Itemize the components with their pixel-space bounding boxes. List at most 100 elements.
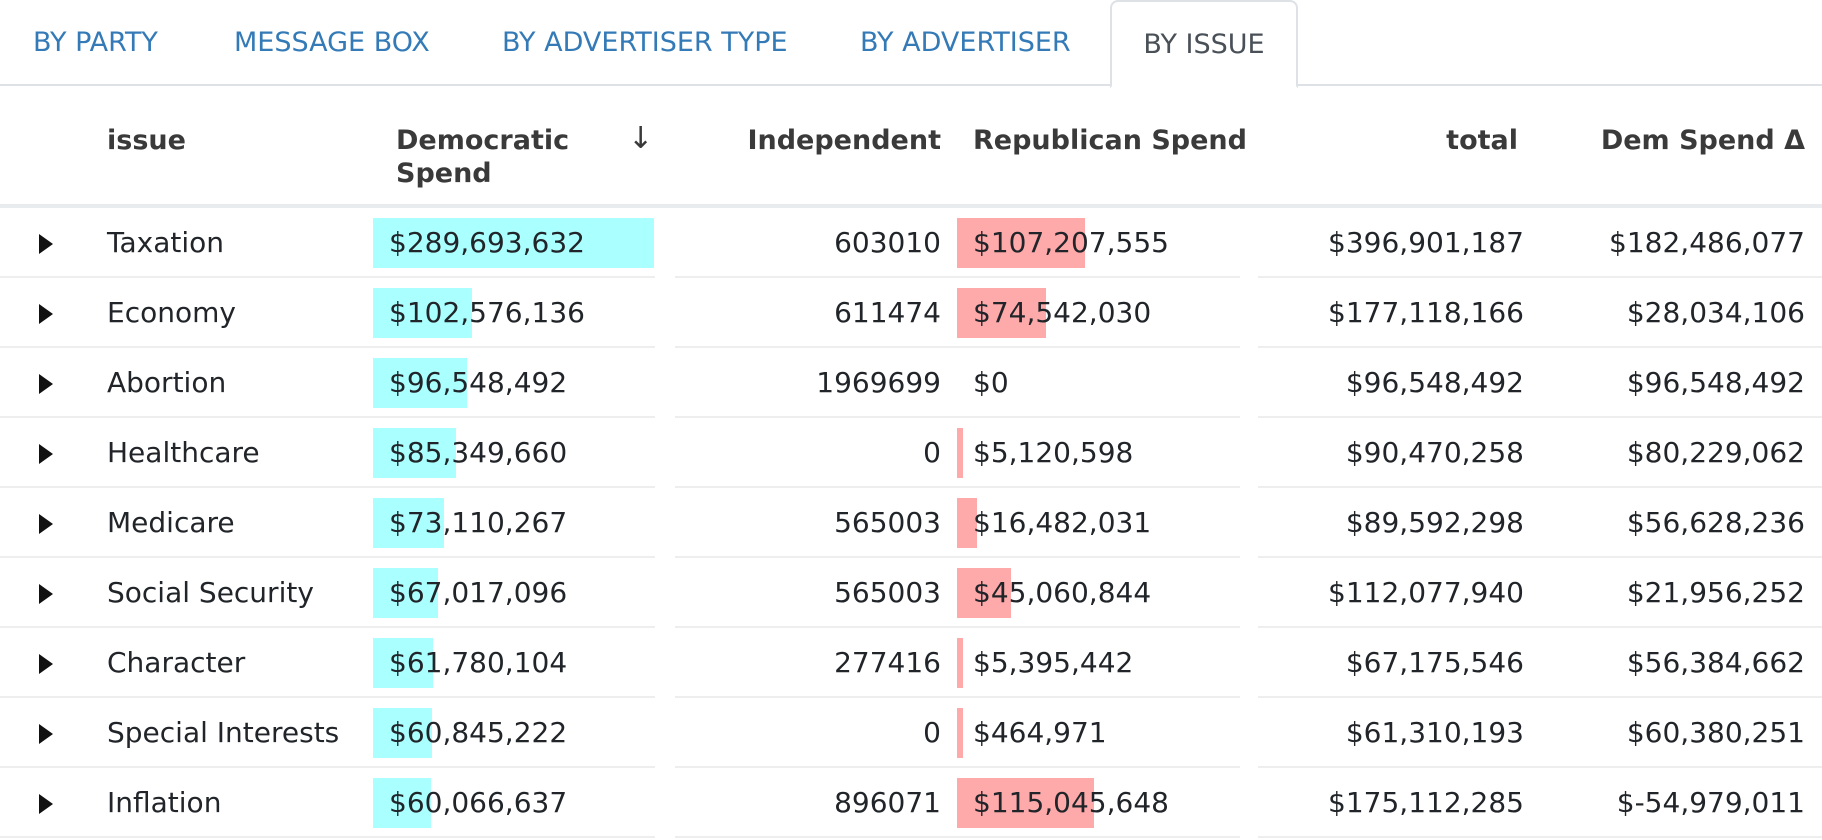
row-divider	[1258, 346, 1822, 348]
header-republican-spend[interactable]: Republican Spend	[973, 125, 1247, 156]
total-cell: $67,175,546	[1345, 646, 1524, 679]
expand-caret-icon[interactable]	[39, 724, 53, 744]
tab-by-issue[interactable]: BY ISSUE	[1110, 0, 1298, 88]
democratic-spend-cell: $96,548,492	[373, 348, 654, 418]
header-dem-line2: Spend	[396, 158, 492, 189]
democratic-spend-value: $289,693,632	[389, 226, 585, 259]
table-row[interactable]: Economy $102,576,136 611474 $74,542,030 $177…	[0, 278, 1822, 348]
republican-spend-bar	[957, 708, 963, 758]
democratic-spend-bar	[373, 638, 433, 688]
democratic-spend-cell: $73,110,267	[373, 488, 654, 558]
democratic-spend-cell: $102,576,136	[373, 278, 654, 348]
table-row[interactable]: Inflation $60,066,637 896071 $115,045,648 $1…	[0, 768, 1822, 838]
dem-spend-delta-cell: $-54,979,011	[1616, 786, 1805, 819]
independent-cell: 603010	[834, 226, 941, 259]
republican-spend-value: $45,060,844	[973, 576, 1152, 609]
issue-cell: Special Interests	[107, 716, 340, 749]
total-cell: $112,077,940	[1328, 576, 1524, 609]
header-issue[interactable]: issue	[107, 125, 186, 156]
democratic-spend-value: $73,110,267	[389, 506, 568, 539]
table-row[interactable]: Character $61,780,104 277416 $5,395,442 $67,…	[0, 628, 1822, 698]
total-cell: $90,470,258	[1345, 436, 1524, 469]
republican-spend-value: $5,120,598	[973, 436, 1134, 469]
republican-spend-bar	[957, 218, 1085, 268]
row-divider	[675, 836, 1240, 838]
issue-cell: Economy	[107, 296, 236, 329]
republican-spend-value: $464,971	[973, 716, 1107, 749]
row-divider	[0, 556, 655, 558]
row-divider	[0, 696, 655, 698]
expand-caret-icon[interactable]	[39, 444, 53, 464]
republican-spend-cell: $464,971	[957, 698, 1237, 768]
independent-cell: 0	[923, 716, 941, 749]
democratic-spend-value: $102,576,136	[389, 296, 585, 329]
democratic-spend-value: $67,017,096	[389, 576, 568, 609]
dem-spend-delta-cell: $182,486,077	[1609, 226, 1805, 259]
tab-by-party[interactable]: BY PARTY	[33, 27, 158, 58]
democratic-spend-cell: $60,845,222	[373, 698, 654, 768]
expand-caret-icon[interactable]	[39, 304, 53, 324]
row-divider	[675, 416, 1240, 418]
democratic-spend-cell: $61,780,104	[373, 628, 654, 698]
expand-caret-icon[interactable]	[39, 794, 53, 814]
row-divider	[0, 346, 655, 348]
total-cell: $177,118,166	[1328, 296, 1524, 329]
row-divider	[1258, 486, 1822, 488]
independent-cell: 611474	[834, 296, 941, 329]
table-row[interactable]: Healthcare $85,349,660 0 $5,120,598 $90,470,…	[0, 418, 1822, 488]
republican-spend-value: $74,542,030	[973, 296, 1152, 329]
total-cell: $61,310,193	[1345, 716, 1524, 749]
row-divider	[675, 346, 1240, 348]
row-divider	[675, 276, 1240, 278]
republican-spend-bar	[957, 568, 1011, 618]
header-dem-spend-delta[interactable]: Dem Spend Δ	[1600, 125, 1805, 156]
issue-cell: Social Security	[107, 576, 314, 609]
table-row[interactable]: Social Security $67,017,096 565003 $45,060,…	[0, 558, 1822, 628]
democratic-spend-bar	[373, 358, 467, 408]
democratic-spend-value: $96,548,492	[389, 366, 568, 399]
table-row[interactable]: Medicare $73,110,267 565003 $16,482,031 $89,…	[0, 488, 1822, 558]
issue-cell: Inflation	[107, 786, 222, 819]
democratic-spend-cell: $67,017,096	[373, 558, 654, 628]
row-divider	[0, 626, 655, 628]
header-total[interactable]: total	[1446, 125, 1518, 156]
expand-caret-icon[interactable]	[39, 514, 53, 534]
dem-spend-delta-cell: $56,384,662	[1626, 646, 1805, 679]
expand-caret-icon[interactable]	[39, 374, 53, 394]
table-header: issue Democratic Spend ↓ Independent Rep…	[0, 86, 1822, 208]
row-divider	[675, 766, 1240, 768]
tab-message-box[interactable]: MESSAGE BOX	[234, 27, 430, 58]
republican-spend-bar	[957, 428, 963, 478]
dem-spend-delta-cell: $56,628,236	[1626, 506, 1805, 539]
democratic-spend-bar	[373, 498, 444, 548]
democratic-spend-bar	[373, 218, 654, 268]
expand-caret-icon[interactable]	[39, 584, 53, 604]
row-divider	[1258, 556, 1822, 558]
total-cell: $175,112,285	[1328, 786, 1524, 819]
row-divider	[1258, 696, 1822, 698]
democratic-spend-bar	[373, 288, 472, 338]
header-independent[interactable]: Independent	[747, 125, 941, 156]
republican-spend-bar	[957, 498, 977, 548]
arrow-down-icon[interactable]: ↓	[628, 121, 654, 156]
expand-caret-icon[interactable]	[39, 234, 53, 254]
republican-spend-cell: $5,395,442	[957, 628, 1237, 698]
dem-spend-delta-cell: $96,548,492	[1626, 366, 1805, 399]
header-democratic-spend[interactable]: Democratic Spend	[396, 124, 569, 190]
table-row[interactable]: Abortion $96,548,492 1969699 $0 $96,548,492 $…	[0, 348, 1822, 418]
row-divider	[0, 276, 655, 278]
table-row[interactable]: Special Interests $60,845,222 0 $464,971 $61…	[0, 698, 1822, 768]
democratic-spend-cell: $289,693,632	[373, 208, 654, 278]
tab-by-advertiser[interactable]: BY ADVERTISER	[860, 27, 1071, 58]
democratic-spend-cell: $60,066,637	[373, 768, 654, 838]
republican-spend-cell: $74,542,030	[957, 278, 1237, 348]
dem-spend-delta-cell: $80,229,062	[1626, 436, 1805, 469]
republican-spend-value: $16,482,031	[973, 506, 1152, 539]
republican-spend-cell: $0	[957, 348, 1237, 418]
expand-caret-icon[interactable]	[39, 654, 53, 674]
table-row[interactable]: Taxation $289,693,632 603010 $107,207,555 $3…	[0, 208, 1822, 278]
row-divider	[0, 486, 655, 488]
democratic-spend-bar	[373, 778, 431, 828]
democratic-spend-value: $61,780,104	[389, 646, 568, 679]
tab-by-advertiser-type[interactable]: BY ADVERTISER TYPE	[502, 27, 788, 58]
